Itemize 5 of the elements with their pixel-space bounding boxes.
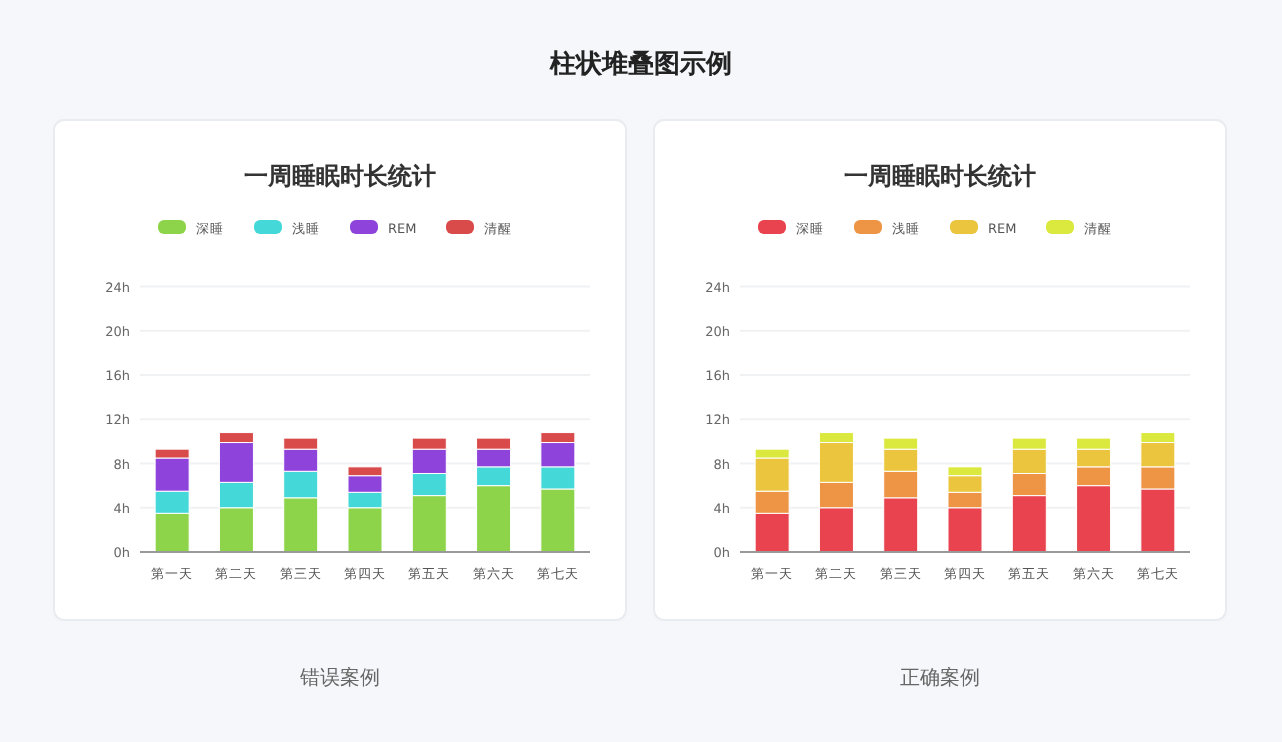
chart-title: 一周睡眠时长统计 xyxy=(844,162,1036,190)
text: 错误案例 xyxy=(298,666,380,690)
text: 柱状堆叠图示例 xyxy=(548,50,732,80)
chart-title: 一周睡眠时长统计 xyxy=(244,162,436,190)
text: 正确案例 xyxy=(900,666,980,690)
